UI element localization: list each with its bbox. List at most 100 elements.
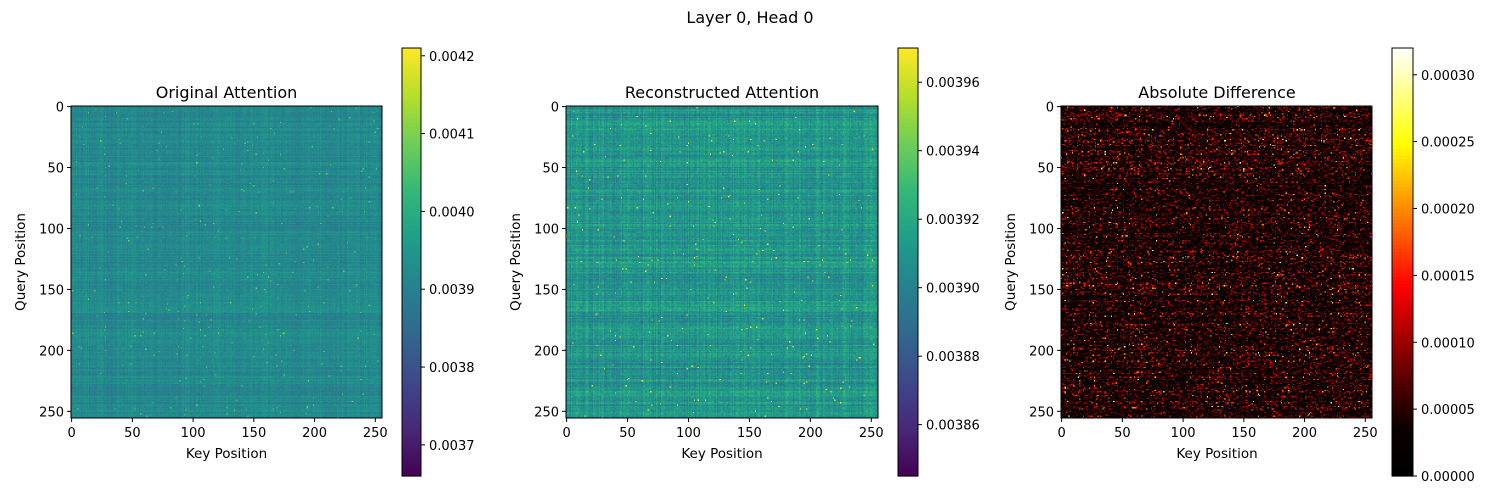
colorbar-segment bbox=[898, 465, 918, 470]
colorbar-segment bbox=[402, 201, 421, 206]
colorbar-segment bbox=[898, 272, 918, 277]
x-tick-label: 200 bbox=[798, 426, 823, 441]
colorbar-segment bbox=[898, 390, 918, 395]
colorbar-segment bbox=[402, 226, 421, 231]
colorbar-segment bbox=[1392, 308, 1413, 313]
colorbar-segment bbox=[402, 258, 421, 263]
colorbar-segment bbox=[1392, 393, 1413, 399]
colorbar-segment bbox=[898, 226, 918, 231]
colorbar-segment bbox=[898, 169, 918, 174]
colorbar-segment bbox=[898, 418, 918, 424]
colorbar-segment bbox=[898, 87, 918, 92]
colorbar-segment bbox=[402, 115, 421, 120]
colorbar-segment bbox=[898, 212, 918, 217]
colorbar-segment bbox=[898, 440, 918, 445]
colorbar-tick-label: 0.0041 bbox=[429, 128, 475, 143]
colorbar-segment bbox=[402, 169, 421, 174]
colorbar-segment bbox=[898, 258, 918, 263]
colorbar-segment bbox=[1392, 283, 1413, 288]
y-tick-label: 0 bbox=[1046, 101, 1054, 116]
colorbar-segment bbox=[1392, 151, 1413, 156]
colorbar-segment bbox=[1392, 411, 1413, 416]
colorbar-segment bbox=[1392, 336, 1413, 342]
colorbar-segment bbox=[898, 461, 918, 466]
colorbar-segment bbox=[1392, 351, 1413, 356]
colorbar-segment bbox=[402, 122, 421, 128]
colorbar-segment bbox=[898, 429, 918, 434]
colorbar-segment bbox=[1392, 451, 1413, 456]
colorbar-segment bbox=[1392, 383, 1413, 388]
colorbar-segment bbox=[898, 329, 918, 334]
colorbar-segment bbox=[1392, 447, 1413, 452]
colorbar-segment bbox=[402, 347, 421, 352]
x-tick-label: 250 bbox=[363, 426, 388, 441]
colorbar-segment bbox=[1392, 115, 1413, 120]
colorbar-segment bbox=[1392, 204, 1413, 210]
colorbar-segment bbox=[402, 240, 421, 245]
colorbar-segment bbox=[1392, 429, 1413, 434]
colorbar-segment bbox=[402, 76, 421, 81]
colorbar-segment bbox=[1392, 304, 1413, 309]
colorbar-segment bbox=[898, 433, 918, 438]
colorbar-segment bbox=[1392, 219, 1413, 224]
colorbar-segment bbox=[1392, 169, 1413, 174]
colorbar-segment bbox=[898, 108, 918, 113]
x-axis-label: Key Position bbox=[681, 446, 762, 462]
colorbar-segment bbox=[402, 247, 421, 252]
colorbar-segment bbox=[402, 433, 421, 438]
colorbar-segment bbox=[898, 222, 918, 227]
colorbar-segment bbox=[898, 90, 918, 95]
colorbar-segment bbox=[898, 101, 918, 106]
colorbar-segment bbox=[402, 443, 421, 449]
colorbar-segment bbox=[898, 265, 918, 270]
colorbar-segment bbox=[898, 351, 918, 356]
y-tick-label: 200 bbox=[534, 344, 559, 359]
colorbar-segment bbox=[1392, 94, 1413, 99]
colorbar-segment bbox=[898, 229, 918, 235]
colorbar-segment bbox=[1392, 344, 1413, 349]
colorbar-segment bbox=[898, 140, 918, 145]
colorbar-segment bbox=[898, 354, 918, 359]
heatmap-image bbox=[566, 106, 878, 418]
colorbar-tick-label: 0.00015 bbox=[1421, 269, 1475, 284]
colorbar-segment bbox=[1392, 201, 1413, 206]
colorbar-segment bbox=[898, 404, 918, 409]
colorbar-segment bbox=[898, 290, 918, 295]
colorbar-segment bbox=[898, 151, 918, 156]
colorbar-segment bbox=[1392, 361, 1413, 367]
colorbar-segment bbox=[898, 401, 918, 406]
panel-title: Original Attention bbox=[156, 83, 298, 102]
colorbar-segment bbox=[898, 162, 918, 167]
colorbar-segment bbox=[1392, 244, 1413, 249]
colorbar-segment bbox=[1392, 315, 1413, 320]
colorbar-segment bbox=[402, 451, 421, 456]
colorbar-segment bbox=[898, 294, 918, 299]
colorbar-segment bbox=[402, 119, 421, 124]
colorbar-segment bbox=[898, 276, 918, 281]
colorbar-segment bbox=[898, 155, 918, 160]
colorbar-segment bbox=[402, 58, 421, 63]
colorbar-segment bbox=[1392, 254, 1413, 260]
colorbar-segment bbox=[1392, 297, 1413, 302]
colorbar-segment bbox=[898, 112, 918, 117]
colorbar-segment bbox=[1392, 162, 1413, 167]
colorbar-segment bbox=[1392, 358, 1413, 363]
colorbar-segment bbox=[898, 240, 918, 245]
colorbar-segment bbox=[898, 179, 918, 185]
colorbar-segment bbox=[1392, 176, 1413, 181]
colorbar-segment bbox=[898, 333, 918, 338]
colorbar-segment bbox=[1392, 55, 1413, 60]
colorbar-segment bbox=[1392, 265, 1413, 270]
colorbar-segment bbox=[402, 269, 421, 274]
colorbar-segment bbox=[402, 262, 421, 267]
x-tick-label: 200 bbox=[1292, 426, 1317, 441]
colorbar-segment bbox=[402, 372, 421, 377]
colorbar-segment bbox=[1392, 140, 1413, 145]
colorbar-segment bbox=[898, 247, 918, 252]
y-axis-ticks: 0 50 100 150 200 250 bbox=[39, 101, 71, 420]
colorbar-segment bbox=[1392, 443, 1413, 449]
colorbar-segment bbox=[1392, 226, 1413, 231]
colorbar-segment bbox=[402, 155, 421, 160]
colorbar-segment bbox=[1392, 472, 1413, 477]
